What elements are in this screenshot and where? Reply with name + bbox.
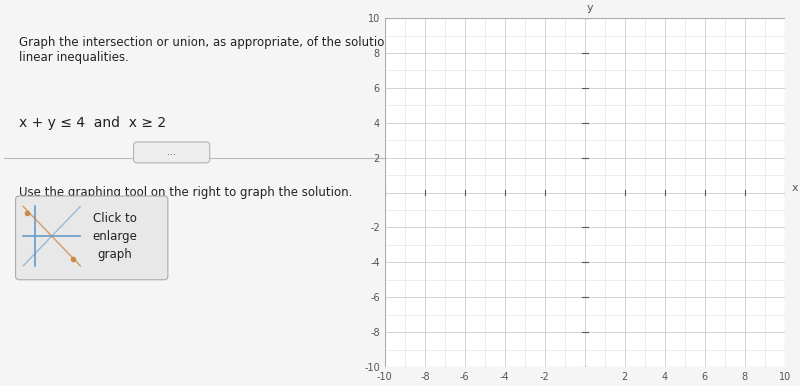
Text: y: y bbox=[586, 3, 593, 13]
Text: Use the graphing tool on the right to graph the solution.: Use the graphing tool on the right to gr… bbox=[19, 186, 353, 198]
Text: x + y ≤ 4  and  x ≥ 2: x + y ≤ 4 and x ≥ 2 bbox=[19, 116, 166, 130]
FancyBboxPatch shape bbox=[134, 142, 210, 163]
FancyBboxPatch shape bbox=[15, 196, 168, 280]
Text: Graph the intersection or union, as appropriate, of the solutions of the pair of: Graph the intersection or union, as appr… bbox=[19, 36, 478, 64]
Text: Click to
enlarge
graph: Click to enlarge graph bbox=[92, 212, 137, 261]
Text: x: x bbox=[791, 183, 798, 193]
Text: ...: ... bbox=[167, 147, 176, 157]
